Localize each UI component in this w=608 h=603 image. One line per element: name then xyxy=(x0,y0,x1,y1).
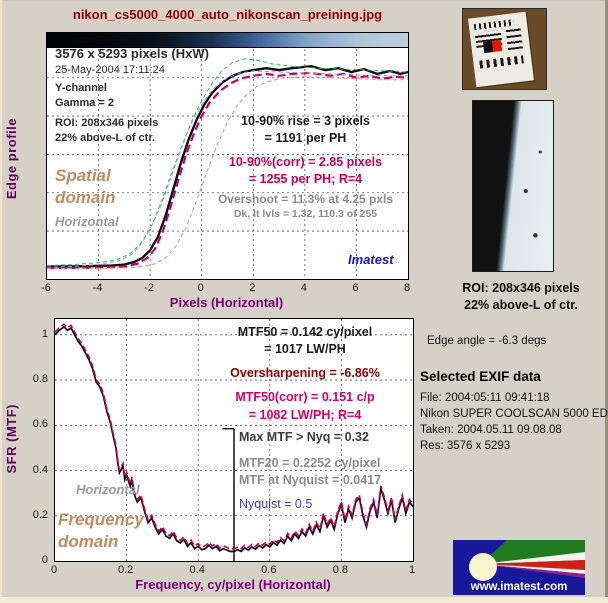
spatial-domain-label-line1: Spatial xyxy=(55,166,111,185)
frequency-domain-label-line2: domain xyxy=(58,532,119,551)
edge-gradient-strip xyxy=(47,33,408,48)
x-tick-label: -4 xyxy=(92,282,103,294)
resolution-bars-icon xyxy=(505,27,524,50)
test-chart-sheet xyxy=(468,11,535,87)
series-edge-profile-corrected-R=4 xyxy=(47,71,408,269)
x-tick-label: 4 xyxy=(300,282,307,294)
imatest-logo: www.imatest.com xyxy=(453,540,585,595)
roi-size-text: ROI: 208x346 pixels xyxy=(462,281,580,295)
y-tick-label: 0.4 xyxy=(32,463,48,476)
series-guide-green xyxy=(47,58,408,267)
gamma-label: Gamma = 2 xyxy=(55,97,115,109)
max-mtf-annotation: Max MTF > Nyq = 0.32 xyxy=(239,430,369,444)
figure-title: nikon_cs5000_4000_auto_nikonscan_preinin… xyxy=(72,7,383,22)
rise-corrected-annotation: 10-90%(corr) = 2.85 pixels xyxy=(228,155,383,169)
y-tick-label: 0 xyxy=(41,554,48,566)
upper-x-axis-label: Pixels (Horizontal) xyxy=(169,295,284,310)
series-MTF-corrected-R=4 xyxy=(55,323,413,550)
x-tick-label: 2 xyxy=(249,282,256,294)
series-guide-blue xyxy=(47,70,408,268)
x-tick-label: 0.8 xyxy=(332,564,349,576)
logo-green-stripe xyxy=(481,540,585,564)
logo-moon-icon xyxy=(469,553,497,581)
lower-orientation-label: Horizontal xyxy=(76,482,140,497)
logo-purple-stripe xyxy=(481,564,585,578)
x-tick-label: 8 xyxy=(403,282,411,294)
x-tick-label: 0 xyxy=(197,282,204,294)
lower-x-axis-label: Frequency, cy/pixel (Horizontal) xyxy=(135,577,331,592)
mtf50-lwph-annotation: = 1017 LW/PH xyxy=(264,342,346,356)
oversharpening-annotation: Oversharpening = -6.86% xyxy=(230,366,380,380)
test-chart-thumbnail xyxy=(462,8,547,90)
rise-annotation: 10-90% rise = 3 pixels xyxy=(241,114,370,128)
x-tick-label: 0 xyxy=(50,564,58,576)
imatest-watermark: Imatest xyxy=(348,252,394,267)
sfr-mtf-plot xyxy=(54,318,414,562)
lower-y-tick-labels: 0 0.2 0.4 0.6 0.8 1 xyxy=(22,318,50,566)
logo-red-stripe xyxy=(481,560,585,570)
mtf50-annotation: MTF50 = 0.142 cy/pixel xyxy=(237,325,373,339)
image-resolution: 3576 x 5293 pixels (HxW) xyxy=(55,46,209,61)
mtf50-corrected-annotation: MTF50(corr) = 0.151 c/p xyxy=(235,390,375,404)
rise-per-ph-annotation: = 1191 per PH xyxy=(264,131,347,145)
roi-position-text: 22% above-L of ctr. xyxy=(464,298,578,312)
x-tick-label: 0.6 xyxy=(261,564,277,576)
roi-marker xyxy=(491,39,503,52)
y-tick-label: 0.6 xyxy=(32,418,48,431)
lower-x-tick-labels: 0 0.2 0.4 0.6 0.8 1 xyxy=(51,564,415,578)
series-edge-profile xyxy=(47,64,408,268)
mtf20-annotation: MTF20 = 0.2252 cy/pixel xyxy=(239,456,381,470)
x-tick-label: 6 xyxy=(352,282,359,294)
series-guide-red xyxy=(47,76,408,269)
overshoot-annotation: Overshoot = 11.3% at 4.25 pxls xyxy=(217,192,394,206)
sfr-mtf-chart xyxy=(55,319,413,561)
y-tick-label: 0.8 xyxy=(32,373,48,386)
x-tick-label: 0.2 xyxy=(117,564,134,576)
roi-label: ROI: 208x346 pixels xyxy=(55,117,159,129)
lower-y-axis-label: SFR (MTF) xyxy=(4,404,19,474)
mtf-at-nyquist-annotation: MTF at Nyquist = 0.0417 xyxy=(239,473,382,487)
levels-annotation: Dk, lt lvls = 1.32, 110.3 of 255 xyxy=(233,208,378,220)
spatial-domain-label-line2: domain xyxy=(55,188,116,207)
exif-heading: Selected EXIF data xyxy=(420,369,541,384)
channel-label: Y-channel xyxy=(55,82,107,94)
exif-taken-line: Taken: 2004.05.11 09.08.08 xyxy=(420,424,562,436)
exif-camera-line: Nikon SUPER COOLSCAN 5000 ED xyxy=(420,408,608,420)
upper-x-tick-labels: -6 -4 -2 0 2 4 6 8 xyxy=(41,282,410,296)
y-tick-label: 1 xyxy=(41,327,48,340)
edge-profile-chart xyxy=(47,49,408,279)
x-tick-label: 0.4 xyxy=(189,564,205,576)
logo-url-text: www.imatest.com xyxy=(470,581,568,593)
upper-y-axis-label: Edge profile xyxy=(4,118,19,200)
roi-position-label: 22% above-L of ctr. xyxy=(55,132,156,144)
upper-orientation-label: Horizontal xyxy=(55,214,119,229)
nyquist-annotation: Nyquist = 0.5 xyxy=(239,497,313,511)
mtf50-corrected-lwph-annotation: = 1082 LW/PH; R=4 xyxy=(248,408,362,422)
resolution-bars-icon xyxy=(473,18,515,30)
frequency-domain-label-line1: Frequency xyxy=(58,510,144,529)
edge-angle-text: Edge angle = -6.3 degs xyxy=(427,335,547,347)
roi-edge-thumbnail xyxy=(472,100,554,272)
edge-profile-plot xyxy=(46,32,409,280)
x-tick-label: -2 xyxy=(144,282,155,294)
rise-corrected-per-ph-annotation: = 1255 per PH; R=4 xyxy=(248,172,363,186)
exif-resolution-line: Res: 3576 x 5293 xyxy=(420,440,511,452)
analysis-date: 25-May-2004 17:11:24 xyxy=(55,64,165,76)
y-tick-label: 0.2 xyxy=(32,508,48,521)
x-tick-label: 1 xyxy=(408,564,416,576)
x-tick-label: -6 xyxy=(41,282,51,294)
exif-file-line: File: 2004:05:11 09:41:18 xyxy=(420,392,550,404)
resolution-bars-icon xyxy=(479,54,524,69)
